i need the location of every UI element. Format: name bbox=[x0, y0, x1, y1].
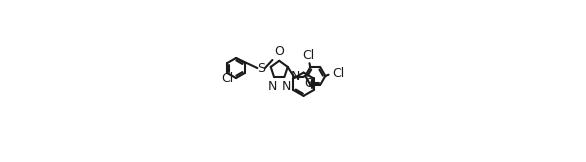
Text: Cl: Cl bbox=[332, 67, 344, 80]
Text: N: N bbox=[281, 80, 291, 93]
Text: Cl: Cl bbox=[222, 72, 234, 85]
Text: N: N bbox=[290, 70, 299, 83]
Text: O: O bbox=[305, 77, 315, 90]
Text: O: O bbox=[274, 45, 284, 58]
Text: S: S bbox=[257, 62, 265, 75]
Text: Cl: Cl bbox=[302, 49, 315, 62]
Text: N: N bbox=[268, 80, 277, 93]
